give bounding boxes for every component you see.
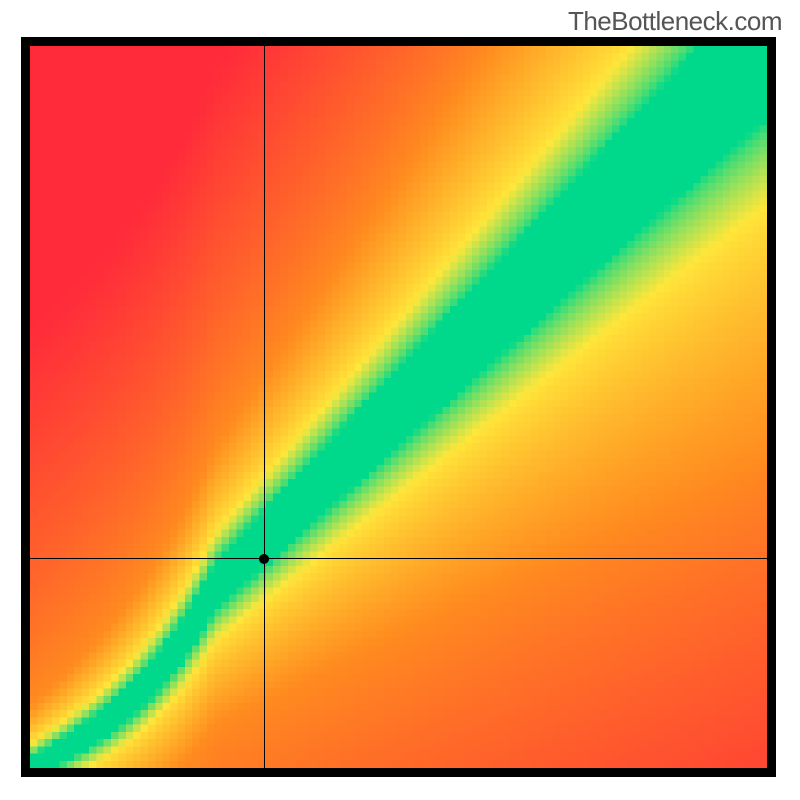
marker-dot bbox=[259, 554, 269, 564]
plot-frame bbox=[21, 37, 776, 777]
watermark-text: TheBottleneck.com bbox=[568, 6, 782, 37]
heatmap-canvas bbox=[30, 46, 767, 768]
crosshair-horizontal bbox=[30, 558, 767, 559]
crosshair-vertical bbox=[264, 46, 265, 768]
